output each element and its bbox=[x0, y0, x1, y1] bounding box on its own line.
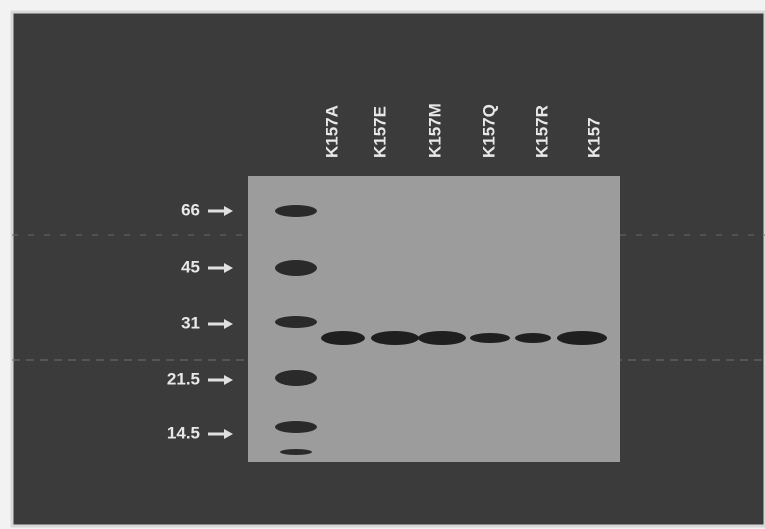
protein-band bbox=[470, 333, 510, 343]
protein-band bbox=[371, 331, 419, 345]
ladder-band bbox=[275, 205, 317, 217]
marker-label: 45 bbox=[181, 257, 200, 276]
marker-label: 31 bbox=[181, 313, 200, 332]
ladder-band bbox=[275, 370, 317, 386]
protein-band bbox=[418, 331, 466, 345]
protein-band bbox=[321, 331, 365, 345]
ladder-band bbox=[275, 260, 317, 276]
lane-label: K157A bbox=[322, 105, 341, 158]
ladder-band bbox=[275, 316, 317, 328]
ladder-band bbox=[275, 421, 317, 433]
marker-label: 66 bbox=[181, 200, 200, 219]
lane-label: K157M bbox=[425, 103, 444, 158]
lane-label: K157 bbox=[584, 117, 603, 158]
marker-label: 14.5 bbox=[167, 423, 200, 442]
lane-label: K157R bbox=[532, 105, 551, 158]
gel-figure: 66 45 31 21.5 14.5 K157A K157E K157M K157Q K157R K… bbox=[0, 0, 765, 529]
marker-label: 21.5 bbox=[167, 369, 200, 388]
lane-label: K157Q bbox=[479, 104, 498, 158]
lane-label: K157E bbox=[370, 106, 389, 158]
protein-band bbox=[515, 333, 551, 343]
ladder-band bbox=[280, 449, 312, 455]
protein-band bbox=[557, 331, 607, 345]
